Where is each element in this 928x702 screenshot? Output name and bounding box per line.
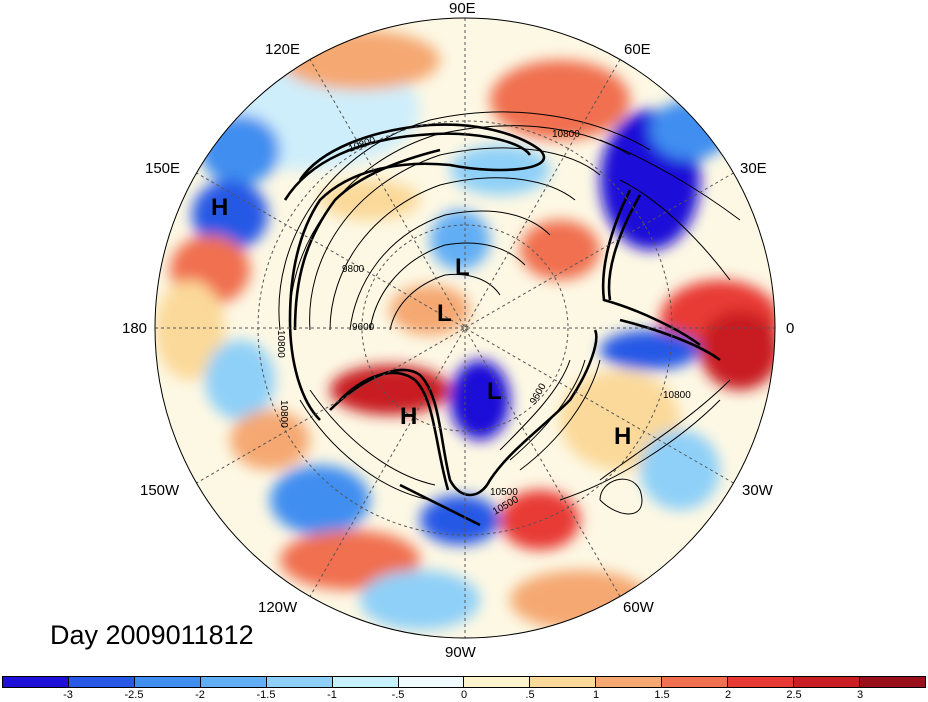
lon-label-120w: 120W: [258, 599, 298, 616]
low-pressure-label: L: [437, 300, 452, 327]
low-pressure-label: L: [487, 378, 502, 405]
colorbar-tick-label: 0: [460, 689, 468, 701]
colorbar-tick-label: -2: [195, 689, 205, 701]
colorbar-tick-label: .5: [525, 689, 535, 701]
lon-label-0: 0: [786, 320, 795, 337]
contour-label: 9800: [342, 264, 365, 275]
high-pressure-label: H: [614, 423, 632, 450]
colorbar-cell: [464, 677, 531, 687]
colorbar-cell: [3, 677, 69, 687]
colorbar-tick-label: 1: [592, 689, 600, 701]
colorbar-cell: [200, 677, 267, 687]
colorbar-cell: [68, 677, 135, 687]
colorbar-tick-label: -2.5: [124, 689, 144, 701]
lon-label-90w: 90W: [445, 644, 476, 661]
height-contours: [278, 111, 741, 515]
colorbar-cell: [859, 677, 925, 687]
colorbar: [2, 676, 926, 688]
lon-label-150e: 150E: [145, 160, 181, 177]
low-pressure-label: L: [455, 254, 470, 281]
colorbar-cell: [332, 677, 399, 687]
colorbar-cell: [662, 677, 729, 687]
colorbar-tick-label: -3: [63, 689, 73, 701]
lon-label-60w: 60W: [623, 599, 654, 616]
lon-label-30w: 30W: [742, 482, 773, 499]
colorbar-tick-label: 3: [856, 689, 864, 701]
colorbar-cell: [530, 677, 597, 687]
colorbar-tick-label: -1: [327, 689, 337, 701]
lon-label-90e: 90E: [449, 0, 476, 17]
colorbar-cell: [596, 677, 663, 687]
colorbar-cell: [728, 677, 795, 687]
map-title: Day 2009011812: [50, 620, 254, 650]
colorbar-cell: [398, 677, 465, 687]
contour-label: 10800: [278, 400, 289, 428]
lon-label-30e: 30E: [740, 160, 767, 177]
colorbar-labels: -3 -2.5 -2 -1.5 -1 -.5 0 .5 1 1.5 2 2.5 3: [2, 689, 926, 702]
lon-label-60e: 60E: [624, 41, 651, 58]
contour-label: 10800: [663, 390, 691, 401]
colorbar-cell: [794, 677, 860, 687]
lon-label-180: 180: [122, 320, 148, 337]
contour-label: 10800: [275, 330, 286, 358]
colorbar-tick-label: -1.5: [256, 689, 276, 701]
contour-label: 9600: [352, 322, 375, 333]
graticule: [155, 18, 775, 638]
contour-label: 10500: [490, 487, 518, 498]
lon-label-120e: 120E: [265, 41, 301, 58]
high-pressure-label: H: [211, 194, 229, 221]
colorbar-tick-label: 2: [724, 689, 732, 701]
colorbar-cell: [266, 677, 333, 687]
colorbar-tick-label: 1.5: [654, 689, 670, 701]
map-boundary: [154, 17, 776, 639]
high-pressure-label: H: [400, 403, 418, 430]
colorbar-tick-label: 2.5: [786, 689, 802, 701]
lon-label-150w: 150W: [140, 482, 180, 499]
colorbar-tick-label: -.5: [391, 689, 405, 701]
colorbar-cell: [134, 677, 201, 687]
contour-label: 10800: [552, 129, 580, 140]
